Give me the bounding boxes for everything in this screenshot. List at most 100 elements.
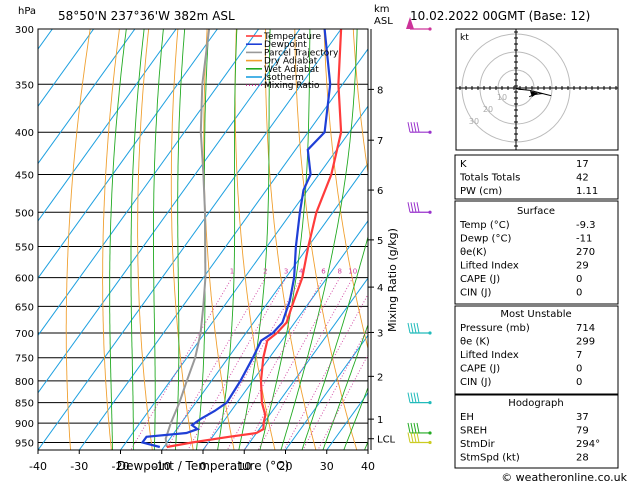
most-unstable-row-value: 0 bbox=[576, 364, 582, 375]
isotherm-line bbox=[38, 29, 260, 337]
wind-barb-column bbox=[406, 17, 432, 445]
location-title: 58°50'N 237°36'W 382m ASL bbox=[58, 9, 235, 23]
wet-adiabat-line bbox=[343, 386, 368, 450]
most-unstable-box bbox=[454, 305, 619, 395]
wet-adiabat-line bbox=[301, 235, 368, 450]
legend-label: Wet Adiabat bbox=[264, 65, 319, 75]
mixing-ratio-line bbox=[165, 277, 266, 450]
wet-adiabat-line bbox=[109, 29, 127, 450]
stability-row-label: Totals Totals bbox=[459, 173, 520, 184]
hodograph-ring-label: 30 bbox=[469, 117, 479, 126]
wind-barb-feather bbox=[407, 202, 411, 213]
isotherm-line bbox=[285, 334, 368, 450]
surface-row-value: 270 bbox=[576, 247, 595, 258]
copyright-footer: © weatheronline.co.uk bbox=[501, 471, 627, 484]
mixing-ratio-line bbox=[317, 353, 368, 450]
wind-barb-dot bbox=[428, 331, 432, 335]
wind-barb-feather bbox=[416, 202, 420, 213]
hodograph-trace bbox=[515, 87, 552, 98]
x-tick-label: -20 bbox=[112, 460, 130, 473]
most-unstable-title: Most Unstable bbox=[500, 309, 571, 320]
legend-label: Parcel Trajectory bbox=[264, 48, 339, 58]
skewt-plot: 3003504004505005506006507007508008509009… bbox=[0, 25, 396, 473]
wind-barb-feather bbox=[407, 122, 411, 133]
x-axis-label: Dewpoint / Temperature (°C) bbox=[117, 459, 289, 473]
wind-barb-feather bbox=[407, 322, 411, 334]
pressure-tick-label: 850 bbox=[15, 399, 34, 410]
wind-barb-feather bbox=[416, 432, 420, 443]
dry-adiabat-line bbox=[234, 29, 276, 450]
km-tick-label: 3 bbox=[377, 328, 383, 339]
dry-adiabat-line bbox=[102, 29, 120, 450]
isotherm-line bbox=[38, 29, 95, 108]
wet-adiabat-line bbox=[130, 29, 145, 450]
legend-label: Temperature bbox=[263, 32, 321, 42]
wind-barb-feather bbox=[416, 322, 420, 334]
storm-motion-marker bbox=[530, 91, 538, 97]
mixing-ratio-line bbox=[283, 293, 368, 450]
most-unstable-row-value: 7 bbox=[576, 350, 582, 361]
km-tick-label: LCL bbox=[377, 435, 396, 446]
most-unstable-row-value: 714 bbox=[576, 323, 595, 334]
wind-barb-feather bbox=[407, 422, 411, 434]
wet-adiabat-line bbox=[322, 323, 368, 450]
isotherm-line bbox=[0, 29, 11, 450]
pressure-tick-label: 800 bbox=[15, 377, 34, 388]
km-label: km bbox=[374, 4, 390, 15]
pressure-tick-label: 700 bbox=[15, 329, 34, 340]
pressure-tick-label: 450 bbox=[15, 170, 34, 181]
surface-row-label: Temp (°C) bbox=[459, 220, 510, 231]
mixing-ratio-label: 4 bbox=[299, 268, 304, 276]
wind-barb-feather bbox=[407, 392, 411, 403]
mixing-ratio-label: 6 bbox=[321, 268, 326, 276]
surface-box bbox=[454, 200, 619, 305]
pressure-tick-label: 600 bbox=[15, 274, 34, 285]
most-unstable-row-label: CIN (J) bbox=[460, 377, 491, 388]
wind-barb-feather bbox=[416, 422, 420, 434]
pressure-tick-label: 750 bbox=[15, 354, 34, 365]
x-tick-label: 40 bbox=[361, 460, 375, 473]
surface-row-value: 29 bbox=[576, 261, 589, 272]
dry-adiabat-line bbox=[323, 29, 368, 351]
hodograph-table-box bbox=[454, 394, 619, 469]
dry-adiabat-line bbox=[264, 29, 317, 450]
km-tick-label: 2 bbox=[377, 372, 383, 383]
mixing-ratio-label: 3 bbox=[284, 268, 288, 276]
km-tick-label: 5 bbox=[377, 236, 383, 247]
wind-barb-feather bbox=[413, 392, 417, 403]
wet-adiabat-line bbox=[174, 29, 186, 450]
isotherm-line bbox=[38, 29, 177, 222]
legend-label: Isotherm bbox=[264, 73, 304, 83]
isotherm-line bbox=[78, 48, 368, 450]
surface-row-label: θe(K) bbox=[460, 247, 487, 258]
pressure-tick-label: 950 bbox=[15, 439, 34, 450]
dry-adiabat-line bbox=[137, 29, 153, 450]
km-tick-label: 1 bbox=[377, 415, 383, 426]
x-tick-label: -30 bbox=[70, 460, 88, 473]
wind-barb-feather bbox=[410, 432, 414, 443]
asl-label: ASL bbox=[374, 16, 393, 27]
isotherm-line bbox=[120, 105, 368, 450]
mixing-ratio-axis-label: Mixing Ratio (g/kg) bbox=[386, 228, 399, 332]
mixing-ratio-label: 10 bbox=[348, 268, 357, 276]
most-unstable-row-value: 0 bbox=[576, 377, 582, 388]
legend-label: Mixing Ratio bbox=[264, 81, 320, 91]
hodograph-ring-label: 10 bbox=[497, 93, 507, 102]
surface-row-value: -11 bbox=[576, 234, 592, 245]
mixing-ratio-label: 1 bbox=[230, 268, 234, 276]
temperature-profile bbox=[166, 29, 343, 449]
hodograph-row-value: 28 bbox=[576, 453, 589, 464]
dry-adiabat-line bbox=[294, 29, 358, 450]
dry-adiabat-line bbox=[170, 29, 194, 450]
mixing-ratio-label: 2 bbox=[263, 268, 267, 276]
stability-row-value: 42 bbox=[576, 173, 589, 184]
dry-adiabat-line bbox=[352, 29, 368, 176]
wind-barb-feather bbox=[407, 432, 411, 443]
index-tables: K 17 Totals Totals 42 PW (cm) 1.11 Surface Te… bbox=[454, 154, 619, 469]
hodograph-row-value: 79 bbox=[576, 426, 589, 437]
wind-barb-dot bbox=[428, 130, 432, 134]
hodograph-row-label: SREH bbox=[460, 426, 487, 437]
wind-barb-pennant bbox=[406, 17, 414, 29]
surface-row-value: 0 bbox=[576, 274, 582, 285]
